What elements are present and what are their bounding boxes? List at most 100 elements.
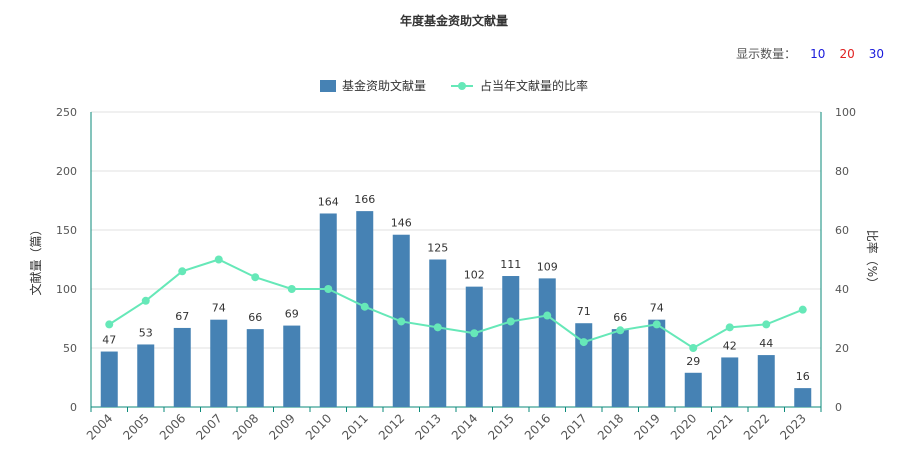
bar-value-label: 53 xyxy=(139,326,153,339)
x-tick-label: 2013 xyxy=(412,411,443,442)
x-tick-label: 2005 xyxy=(120,411,151,442)
bar-value-label: 146 xyxy=(391,217,412,230)
bar-value-label: 74 xyxy=(212,302,226,315)
bar xyxy=(283,325,301,407)
bar-value-label: 66 xyxy=(613,311,627,324)
ratio-point xyxy=(433,323,442,332)
y-left-tick-label: 150 xyxy=(56,224,77,237)
bar-value-label: 66 xyxy=(248,311,262,324)
bar-value-label: 29 xyxy=(686,355,700,368)
ratio-point xyxy=(579,338,588,347)
bar xyxy=(100,351,118,407)
bar xyxy=(575,323,593,407)
bar xyxy=(538,278,556,407)
y-right-tick-label: 40 xyxy=(835,283,849,296)
ratio-point xyxy=(689,344,698,352)
x-tick-label: 2008 xyxy=(230,411,261,442)
y-right-tick-label: 20 xyxy=(835,342,849,355)
ratio-point xyxy=(105,320,114,329)
x-tick-label: 2022 xyxy=(741,411,772,442)
ratio-point xyxy=(616,326,625,335)
display-count-selector: 显示数量： 10 20 30 xyxy=(736,45,884,62)
y-left-tick-label: 100 xyxy=(56,283,77,296)
display-count-option-20[interactable]: 20 xyxy=(839,46,855,61)
legend-bar-label: 基金资助文献量 xyxy=(341,79,426,93)
ratio-point xyxy=(543,311,552,320)
y-left-tick-label: 250 xyxy=(56,106,77,119)
bar xyxy=(356,211,374,407)
bar xyxy=(648,319,666,407)
y-right-axis-title: 比率（%） xyxy=(865,230,880,289)
ratio-point xyxy=(178,267,187,276)
ratio-line xyxy=(108,258,804,350)
y-left-tick-label: 0 xyxy=(70,401,77,414)
ratio-point xyxy=(798,305,807,314)
ratio-point xyxy=(652,320,661,329)
bar-value-label: 16 xyxy=(796,370,810,383)
x-tick-label: 2019 xyxy=(631,411,662,442)
x-tick-label: 2017 xyxy=(558,411,589,442)
x-tick-label: 2015 xyxy=(485,411,516,442)
bar xyxy=(684,372,702,407)
legend-item-line[interactable]: 占当年文献量的比率 xyxy=(450,77,588,94)
ratio-point xyxy=(214,255,223,264)
ratio-point xyxy=(360,302,369,311)
x-tick-label: 2020 xyxy=(668,411,699,442)
x-tick-label: 2004 xyxy=(84,411,115,442)
bar xyxy=(137,344,155,407)
bar xyxy=(319,213,337,407)
bar-value-label: 44 xyxy=(759,337,773,350)
bar-value-label: 71 xyxy=(577,305,591,318)
y-right-tick-label: 80 xyxy=(835,165,849,178)
x-tick-label: 2009 xyxy=(266,411,297,442)
bar xyxy=(246,329,264,407)
bar xyxy=(721,357,739,407)
y-right-tick-label: 0 xyxy=(835,401,842,414)
x-tick-label: 2011 xyxy=(339,411,370,442)
bar-value-label: 102 xyxy=(464,269,485,282)
bar xyxy=(502,276,520,407)
bar-value-label: 74 xyxy=(650,302,664,315)
chart-title: 年度基金资助文献量 xyxy=(399,14,508,28)
ratio-point xyxy=(324,285,333,293)
x-tick-label: 2006 xyxy=(157,411,188,442)
ratio-point xyxy=(470,329,479,338)
legend-line-label: 占当年文献量的比率 xyxy=(480,79,589,93)
bar-value-label: 42 xyxy=(723,339,737,352)
bar xyxy=(210,319,228,407)
y-left-axis-title: 文献量（篇） xyxy=(28,223,43,295)
bar-value-label: 125 xyxy=(427,242,448,255)
ratio-point xyxy=(251,273,260,282)
bar-value-label: 166 xyxy=(354,193,375,206)
y-right-tick-label: 60 xyxy=(835,224,849,237)
bar-value-label: 111 xyxy=(500,258,521,271)
bar xyxy=(757,355,775,407)
legend-line-swatch xyxy=(451,81,473,90)
ratio-point xyxy=(287,285,296,293)
x-tick-label: 2012 xyxy=(376,411,407,442)
ratio-point xyxy=(762,320,771,329)
display-count-option-10[interactable]: 10 xyxy=(810,46,826,61)
bar-value-label: 47 xyxy=(102,334,116,347)
bar xyxy=(465,286,483,407)
bar xyxy=(173,327,191,407)
x-tick-label: 2021 xyxy=(704,411,735,442)
y-left-tick-label: 200 xyxy=(56,165,77,178)
display-count-option-30[interactable]: 30 xyxy=(868,46,884,61)
legend-bar-swatch xyxy=(319,79,336,92)
y-left-tick-label: 50 xyxy=(63,342,77,355)
bar xyxy=(392,234,410,407)
x-tick-label: 2007 xyxy=(193,411,224,442)
chart-legend: 基金资助文献量 占当年文献量的比率 xyxy=(0,77,908,94)
bar xyxy=(794,388,812,407)
x-tick-label: 2010 xyxy=(303,411,334,442)
x-tick-label: 2018 xyxy=(595,411,626,442)
legend-item-bar[interactable]: 基金资助文献量 xyxy=(319,77,426,94)
x-tick-label: 2014 xyxy=(449,411,480,442)
ratio-point xyxy=(506,317,515,326)
bar-value-label: 109 xyxy=(537,260,558,273)
y-right-tick-label: 100 xyxy=(835,106,856,119)
bar xyxy=(611,329,629,407)
bar-value-label: 69 xyxy=(285,308,299,321)
